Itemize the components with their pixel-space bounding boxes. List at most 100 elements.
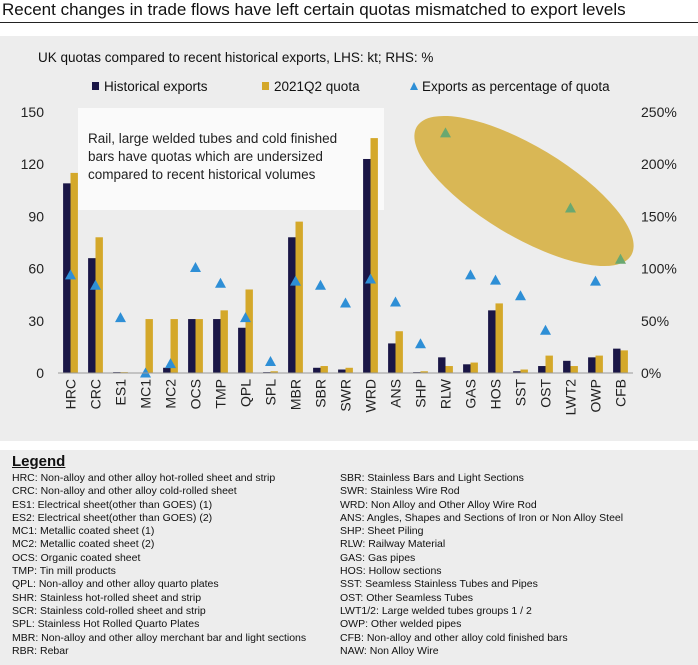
- marker-percentage-ES1: [115, 312, 126, 323]
- legend-entry: SPL: Stainless Hot Rolled Quarto Plates: [12, 618, 200, 631]
- marker-percentage-QPL: [240, 312, 251, 323]
- left-tick-label: 120: [21, 156, 45, 172]
- legend-label-exports: Historical exports: [104, 79, 208, 94]
- category-label-TMP: TMP: [213, 379, 229, 409]
- marker-percentage-CRC: [90, 279, 101, 290]
- bar-quota-WRD: [370, 138, 378, 373]
- left-tick-label: 60: [28, 261, 44, 277]
- bar-exports-RLW: [438, 357, 446, 373]
- marker-percentage-MC2: [165, 358, 176, 369]
- highlight-ellipse: [414, 115, 634, 267]
- right-tick-label: 150%: [641, 208, 677, 224]
- category-label-OST: OST: [538, 379, 554, 408]
- legend-entry: ANS: Angles, Shapes and Sections of Iron…: [340, 511, 624, 524]
- legend-swatch-exports: [92, 82, 99, 90]
- left-tick-label: 30: [28, 313, 44, 329]
- marker-percentage-WRD: [365, 273, 376, 284]
- chart-legend: Historical exports 2021Q2 quota Exports as…: [92, 79, 610, 94]
- annotation-box: [78, 108, 384, 210]
- bar-quota-TMP: [220, 310, 228, 373]
- legend-entry: RLW: Railway Material: [340, 538, 446, 551]
- bar-quota-OCS: [195, 319, 203, 373]
- highlight-layer: [414, 115, 634, 267]
- bar-exports-ANS: [388, 343, 396, 373]
- legend-entry: QPL: Non-alloy and other alloy quarto pl…: [12, 578, 219, 591]
- bar-quota-SPL: [270, 371, 278, 373]
- category-label-MC1: MC1: [138, 379, 154, 409]
- marker-percentage-OST: [540, 324, 551, 335]
- marker-percentage-SST: [515, 290, 526, 301]
- legend-entry: HOS: Hollow sections: [340, 565, 442, 578]
- right-tick-label: 200%: [641, 156, 677, 172]
- legend-entry: SBR: Stainless Bars and Light Sections: [340, 472, 524, 484]
- chart-panel: UK quotas compared to recent historical …: [0, 36, 698, 441]
- page-title: Recent changes in trade flows have left …: [2, 0, 626, 19]
- legend-entry: OWP: Other welded pipes: [340, 618, 462, 631]
- chart-title: UK quotas compared to recent historical …: [38, 50, 433, 65]
- legend-entry: CRC: Non-alloy and other alloy cold-roll…: [12, 485, 237, 498]
- annotation-text: bars have quotas which are undersized: [88, 149, 323, 164]
- category-label-SWR: SWR: [338, 379, 354, 412]
- category-label-HOS: HOS: [488, 379, 504, 409]
- bar-quota-SBR: [320, 366, 328, 373]
- left-tick-label: 150: [21, 104, 45, 120]
- legend-entry: SST: Seamless Stainless Tubes and Pipes: [340, 578, 538, 591]
- marker-percentage-CFB: [615, 253, 626, 264]
- bar-exports-CRC: [88, 258, 96, 373]
- legend-entry: NAW: Non Alloy Wire: [340, 644, 439, 657]
- category-label-WRD: WRD: [363, 379, 379, 412]
- legend-entry: GAS: Gas pipes: [340, 551, 416, 564]
- bar-quota-CRC: [95, 237, 103, 373]
- bar-exports-SWR: [338, 369, 346, 373]
- legend-label-quota: 2021Q2 quota: [274, 79, 360, 94]
- bar-exports-OWP: [588, 357, 596, 373]
- bar-exports-QPL: [238, 327, 246, 373]
- marker-percentage-TMP: [215, 277, 226, 288]
- bar-quota-MC2: [170, 319, 178, 373]
- category-label-LWT2: LWT2: [563, 379, 579, 416]
- legend-entry: TMP: Tin mill products: [12, 565, 116, 578]
- category-label-SHP: SHP: [413, 379, 429, 408]
- bar-exports-OST: [538, 366, 546, 373]
- legend-panel: Legend HRC: Non-alloy and other alloy ho…: [0, 450, 698, 665]
- bar-exports-HOS: [488, 310, 496, 373]
- marker-percentage-SHP: [415, 338, 426, 349]
- legend-entry: CFB: Non-alloy and other alloy cold fini…: [340, 631, 568, 644]
- marker-percentage-HRC: [65, 269, 76, 280]
- legend-entry: ES2: Electrical sheet(other than GOES) (…: [12, 511, 213, 524]
- marker-percentage-GAS: [465, 269, 476, 280]
- category-label-SST: SST: [513, 379, 529, 407]
- annotation-text: Rail, large welded tubes and cold finish…: [88, 131, 337, 146]
- legend-entry: RBR: Rebar: [12, 644, 69, 657]
- legend-entry: SWR: Stainless Wire Rod: [340, 485, 460, 498]
- bar-exports-MBR: [288, 237, 296, 373]
- legend-right-column: SBR: Stainless Bars and Light Sections SW…: [340, 472, 623, 658]
- marker-percentage-HOS: [490, 274, 501, 285]
- bar-quota-HRC: [70, 172, 78, 373]
- marker-percentage-SWR: [340, 297, 351, 308]
- category-label-QPL: QPL: [238, 379, 254, 407]
- legend-entry: MC1: Metallic coated sheet (1): [12, 525, 155, 538]
- right-tick-label: 50%: [641, 313, 669, 329]
- bar-exports-CFB: [613, 348, 621, 373]
- legend-entry: WRD: Non Alloy and Other Alloy Wire Rod: [340, 498, 537, 511]
- marker-percentage-ANS: [390, 296, 401, 307]
- category-label-SBR: SBR: [313, 379, 329, 408]
- bar-quota-RLW: [445, 366, 453, 373]
- bar-exports-GAS: [463, 364, 471, 373]
- bar-quota-SST: [520, 369, 528, 373]
- legend-entry: HRC: Non-alloy and other alloy hot-rolle…: [12, 472, 276, 484]
- bar-exports-WRD: [363, 158, 371, 373]
- bar-exports-SST: [513, 371, 521, 373]
- category-label-RLW: RLW: [438, 378, 454, 409]
- legend-entry: LWT1/2: Large welded tubes groups 1 / 2: [340, 604, 532, 617]
- category-label-HRC: HRC: [63, 379, 79, 409]
- bar-quota-LWT2: [570, 366, 578, 373]
- legend-marker-percentage: [410, 82, 418, 90]
- bar-quota-GAS: [470, 362, 478, 373]
- category-label-MC2: MC2: [163, 379, 179, 409]
- bar-exports-TMP: [213, 319, 221, 373]
- marker-percentage-SBR: [315, 279, 326, 290]
- legend-left-column: HRC: Non-alloy and other alloy hot-rolle…: [12, 472, 306, 658]
- axes-layer: 0 30 60 90 120 150 0% 50% 100% 150% 200% 250% HRC CRC…: [21, 104, 677, 415]
